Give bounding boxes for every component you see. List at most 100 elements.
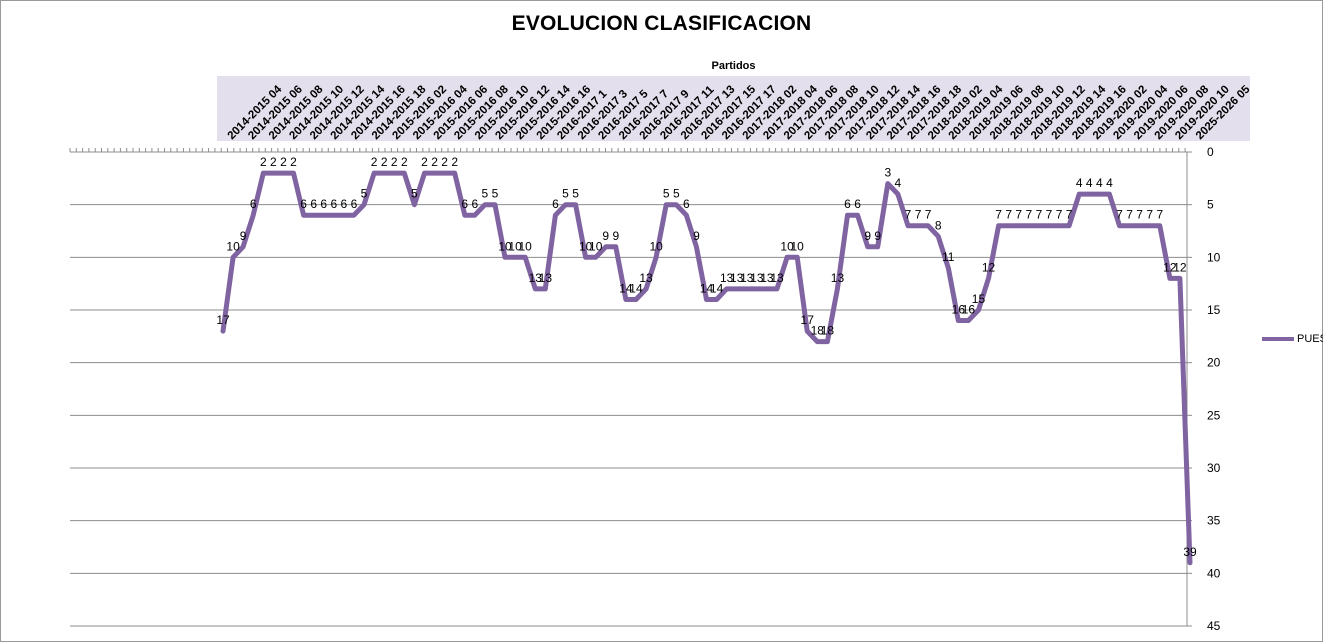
data-label: 10 xyxy=(508,239,522,253)
data-label: 13 xyxy=(539,271,553,285)
data-label: 6 xyxy=(854,197,861,211)
series-line xyxy=(220,170,1193,566)
data-label: 6 xyxy=(320,197,327,211)
data-label: 7 xyxy=(1046,208,1053,222)
x-axis-title: Partidos xyxy=(711,60,756,72)
y-tick-label: 20 xyxy=(1207,356,1221,370)
data-label: 17 xyxy=(216,313,230,327)
data-label: 7 xyxy=(915,208,922,222)
data-label: 7 xyxy=(905,208,912,222)
data-label: 7 xyxy=(925,208,932,222)
data-label: 13 xyxy=(770,271,784,285)
y-tick-label: 25 xyxy=(1207,408,1221,422)
data-label: 12 xyxy=(1163,260,1177,274)
data-label: 7 xyxy=(1116,208,1123,222)
data-label: 13 xyxy=(639,271,653,285)
data-label: 14 xyxy=(710,281,724,295)
data-label: 13 xyxy=(831,271,845,285)
legend: PUESTO xyxy=(1262,333,1323,345)
data-label: 2 xyxy=(421,155,428,169)
data-label: 7 xyxy=(995,208,1002,222)
data-label: 7 xyxy=(1015,208,1022,222)
gridlines xyxy=(70,151,1187,627)
data-label: 14 xyxy=(629,281,643,295)
data-label: 2 xyxy=(451,155,458,169)
data-label: 6 xyxy=(300,197,307,211)
data-label: 4 xyxy=(1106,176,1113,190)
data-label: 5 xyxy=(361,187,368,201)
y-tick-label: 45 xyxy=(1207,619,1221,633)
data-label: 6 xyxy=(351,197,358,211)
data-label: 13 xyxy=(740,271,754,285)
data-label: 4 xyxy=(1086,176,1093,190)
data-label: 6 xyxy=(461,197,468,211)
data-label: 17 xyxy=(801,313,815,327)
data-label: 6 xyxy=(844,197,851,211)
data-label: 2 xyxy=(290,155,297,169)
data-label: 6 xyxy=(330,197,337,211)
data-label: 10 xyxy=(780,239,794,253)
data-label: 13 xyxy=(720,271,734,285)
data-label: 7 xyxy=(1066,208,1073,222)
data-label: 4 xyxy=(1096,176,1103,190)
data-label: 6 xyxy=(683,197,690,211)
y-tick-label: 15 xyxy=(1207,303,1221,317)
data-label: 7 xyxy=(1146,208,1153,222)
data-label: 10 xyxy=(226,239,240,253)
data-label: 7 xyxy=(1025,208,1032,222)
data-label: 4 xyxy=(895,176,902,190)
data-label: 16 xyxy=(962,303,976,317)
data-label: 4 xyxy=(1076,176,1083,190)
data-label: 9 xyxy=(613,229,620,243)
data-label: 6 xyxy=(471,197,478,211)
data-label: 6 xyxy=(341,197,348,211)
data-label: 6 xyxy=(552,197,559,211)
data-label: 2 xyxy=(260,155,267,169)
data-label: 13 xyxy=(760,271,774,285)
data-label: 10 xyxy=(498,239,512,253)
data-label: 39 xyxy=(1183,545,1197,559)
legend-label: PUESTO xyxy=(1297,333,1323,345)
data-label: 6 xyxy=(310,197,317,211)
data-label: 9 xyxy=(693,229,700,243)
data-label: 7 xyxy=(1156,208,1163,222)
data-label: 9 xyxy=(874,229,881,243)
data-label: 12 xyxy=(1173,260,1187,274)
data-label: 14 xyxy=(700,281,714,295)
data-label: 7 xyxy=(1005,208,1012,222)
y-tick-label: 0 xyxy=(1207,145,1214,159)
data-label: 2 xyxy=(381,155,388,169)
data-label: 18 xyxy=(821,324,835,338)
data-label: 2 xyxy=(280,155,287,169)
data-label: 15 xyxy=(972,292,986,306)
data-label: 9 xyxy=(240,229,247,243)
data-label: 2 xyxy=(401,155,408,169)
data-label: 6 xyxy=(250,197,257,211)
data-label: 5 xyxy=(492,187,499,201)
data-label: 7 xyxy=(1056,208,1063,222)
data-label: 10 xyxy=(589,239,603,253)
y-tick-label: 30 xyxy=(1207,461,1221,475)
data-label: 11 xyxy=(942,250,955,264)
legend-swatch xyxy=(1262,337,1294,341)
data-label: 14 xyxy=(619,281,633,295)
data-label: 10 xyxy=(579,239,593,253)
data-label: 7 xyxy=(1136,208,1143,222)
data-label: 5 xyxy=(663,187,670,201)
data-label: 2 xyxy=(270,155,277,169)
data-label: 2 xyxy=(371,155,378,169)
data-label: 8 xyxy=(935,218,942,232)
data-label: 13 xyxy=(730,271,744,285)
x-axis-ticks xyxy=(69,148,1186,152)
y-tick-label: 10 xyxy=(1207,250,1221,264)
x-label-band xyxy=(217,76,1250,141)
data-label: 7 xyxy=(1036,208,1043,222)
data-label: 2 xyxy=(441,155,448,169)
data-label: 10 xyxy=(790,239,804,253)
data-label: 13 xyxy=(750,271,764,285)
data-label: 9 xyxy=(602,229,609,243)
data-label: 18 xyxy=(811,324,825,338)
